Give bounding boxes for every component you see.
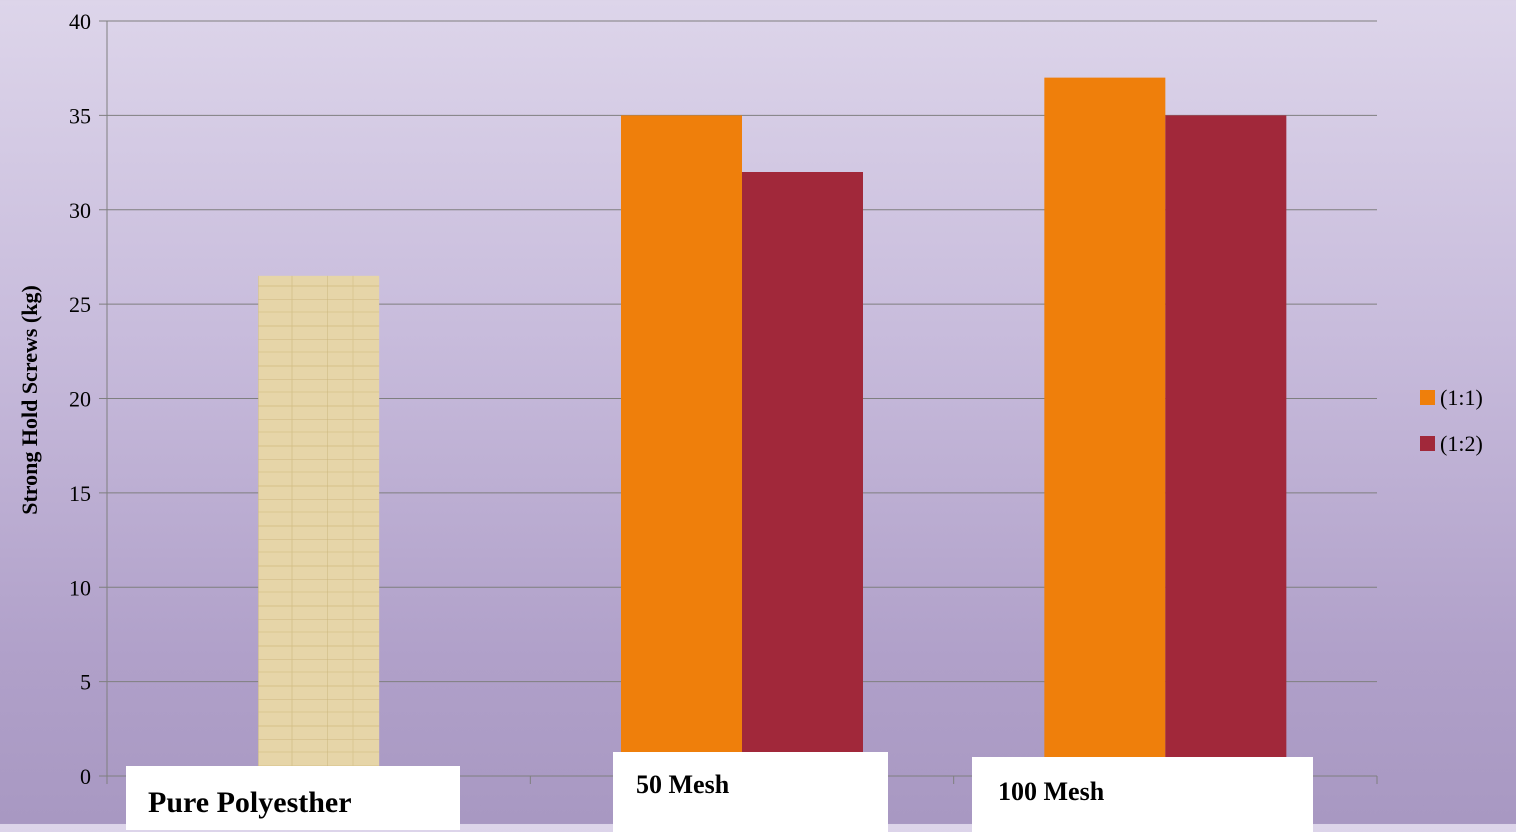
legend-label: (1:1) [1440, 385, 1483, 410]
bar-50-mesh-series-2 [742, 172, 863, 776]
y-tick-labels: 0 5 10 15 20 25 30 35 40 [69, 9, 91, 789]
y-tick-label: 40 [69, 9, 91, 34]
bar-100-mesh-series-1 [1044, 77, 1166, 776]
y-axis-label: Strong Hold Screws (kg) [17, 285, 42, 515]
bar-pure-polyesther [258, 275, 380, 776]
category-label-pure-polyesther: Pure Polyesther [126, 766, 460, 830]
bars [258, 77, 1287, 776]
axes [106, 21, 1378, 784]
y-tick-label: 0 [80, 764, 91, 789]
y-tick-label: 25 [69, 292, 91, 317]
bar-100-mesh-series-2 [1165, 115, 1287, 776]
category-label-50-mesh: 50 Mesh [613, 752, 888, 832]
bar-50-mesh-series-1 [621, 115, 742, 776]
y-tick-label: 15 [69, 481, 91, 506]
y-tick-label: 10 [69, 575, 91, 600]
legend-swatch [1420, 390, 1435, 405]
y-tick-label: 20 [69, 387, 91, 412]
legend-swatch [1420, 436, 1435, 451]
legend: (1:1) (1:2) [1420, 385, 1483, 456]
y-tick-label: 35 [69, 103, 91, 128]
y-tick-label: 30 [69, 198, 91, 223]
legend-label: (1:2) [1440, 431, 1483, 456]
category-label-100-mesh: 100 Mesh [972, 757, 1313, 832]
y-tick-label: 5 [80, 670, 91, 695]
